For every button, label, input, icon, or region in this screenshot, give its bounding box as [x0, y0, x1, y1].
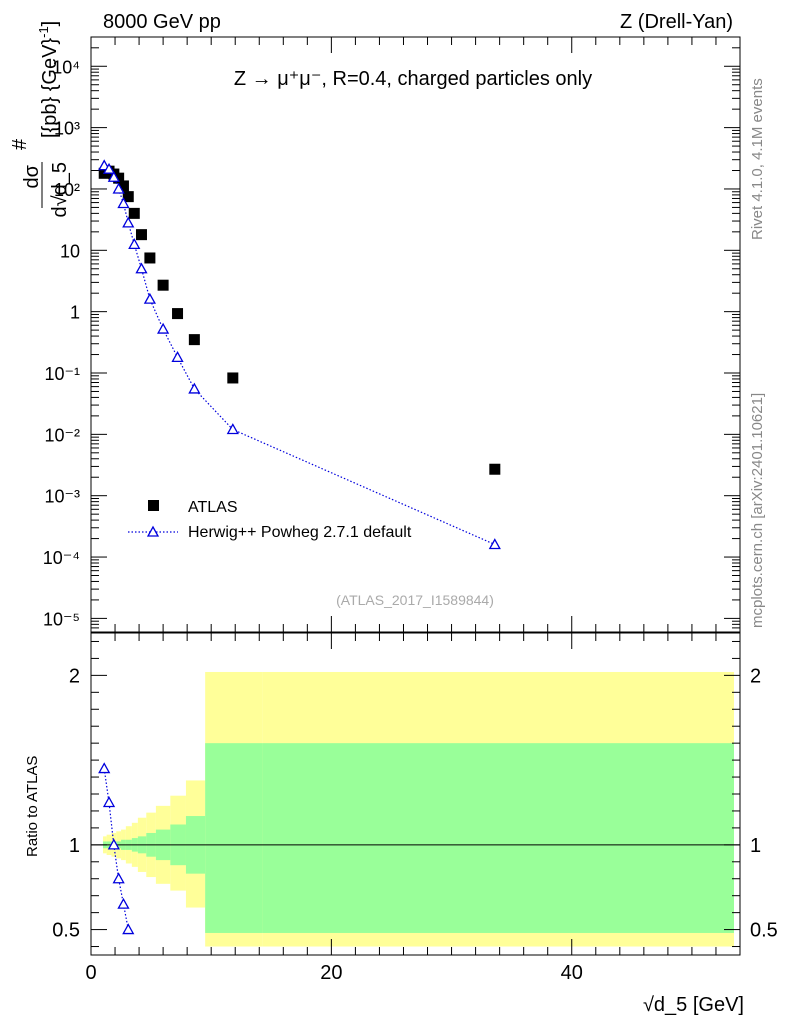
ratio-y-tick-label-right: 0.5 — [750, 920, 778, 942]
rivet-version-label: Rivet 4.1.0, 4.1M events — [749, 78, 766, 240]
legend-herwig-label: Herwig++ Powheg 2.7.1 default — [188, 524, 412, 541]
main-y-tick-label: 10⁴ — [52, 57, 80, 77]
herwig-data-point — [488, 538, 501, 550]
analysis-watermark: (ATLAS_2017_I1589844) — [336, 592, 494, 608]
ylabel-units: [{pb} {GeV}-1] — [36, 21, 61, 138]
stat-uncertainty-band — [262, 743, 734, 933]
ylabel-fraction: dσ — [21, 164, 43, 188]
atlas-data-point — [489, 463, 501, 475]
herwig-data-point — [128, 238, 141, 250]
atlas-data-point — [135, 229, 147, 241]
herwig-data-point — [226, 423, 239, 435]
ratio-y-tick-label: 0.5 — [52, 920, 80, 942]
header-left-label: 8000 GeV pp — [103, 11, 221, 33]
main-y-tick-label: 10⁻⁴ — [43, 548, 80, 568]
main-panel-frame — [90, 36, 741, 633]
ratio-y-tick-label-right: 1 — [750, 835, 761, 857]
ratio-y-tick-label-right: 2 — [750, 665, 761, 687]
herwig-ratio-point — [102, 796, 116, 808]
herwig-data-point — [112, 182, 125, 194]
main-panel-title: Z → μ⁺μ⁻, R=0.4, charged particles only — [234, 68, 592, 90]
herwig-ratio-point — [107, 838, 120, 850]
herwig-data-point — [143, 292, 156, 304]
ratio-y-axis-label: Ratio to ATLAS — [24, 756, 41, 857]
stat-uncertainty-band — [205, 743, 263, 933]
herwig-data-point — [107, 170, 120, 182]
herwig-ratio-point — [117, 897, 130, 909]
herwig-data-point — [188, 382, 201, 394]
atlas-data-point — [188, 334, 200, 346]
main-y-tick-label: 10⁻² — [44, 425, 80, 445]
ratio-y-tick-label: 1 — [69, 835, 80, 857]
main-y-tick-label: 1 — [70, 303, 80, 323]
x-tick-label: 40 — [561, 962, 583, 984]
herwig-data-point — [157, 322, 170, 334]
legend-atlas-marker — [148, 500, 159, 511]
ylabel-denominator: d√d_5 — [49, 162, 71, 217]
atlas-data-point — [117, 180, 129, 192]
herwig-ratio-point — [98, 762, 111, 774]
legend: ATLAS Herwig++ Powheg 2.7.1 default — [128, 499, 412, 541]
source-reference-label: mcplots.cern.ch [arXiv:2401.10621] — [749, 393, 766, 628]
ratio-panel: 0.5 0.51 12 20 20 40 Ratio to ATLAS √d_5 [GeV… — [24, 632, 778, 1016]
atlas-data-point — [122, 191, 134, 203]
herwig-data-point — [122, 216, 135, 228]
atlas-data-point — [113, 172, 125, 184]
herwig-ratio-point — [122, 923, 135, 935]
atlas-data-point — [144, 252, 156, 264]
x-axis-label: √d_5 [GeV] — [643, 994, 744, 1016]
main-y-tick-label: 10⁻³ — [44, 487, 80, 507]
herwig-ratio-point — [112, 872, 125, 884]
herwig-curve — [103, 165, 496, 546]
atlas-data-point — [128, 207, 140, 219]
legend-atlas-label: ATLAS — [188, 499, 238, 516]
ratio-y-tick-label: 2 — [69, 665, 80, 687]
main-y-axis-label: # dσ d√d_5 [{pb} {GeV}-1] — [9, 21, 71, 218]
herwig-data-point — [135, 262, 148, 274]
herwig-data-point — [102, 162, 116, 174]
atlas-data-point — [172, 308, 184, 320]
atlas-data-point — [157, 279, 169, 291]
header-right-label: Z (Drell-Yan) — [620, 11, 733, 33]
main-y-tick-label: 10⁻⁵ — [43, 609, 80, 629]
legend-herwig-marker — [146, 525, 160, 537]
main-y-tick-label: 10 — [60, 241, 80, 261]
atlas-data-point — [227, 372, 239, 384]
main-panel: 10⁻⁵ 10⁻⁴ 10⁻³ 10⁻² 10⁻¹ 1 10 10² 10³ 10⁴ Z → μ⁺μ… — [9, 21, 741, 633]
main-y-tick-label: 10⁻¹ — [44, 364, 80, 384]
svg-text:#: # — [9, 138, 31, 150]
herwig-data-point — [171, 351, 184, 362]
x-tick-label: 0 — [85, 962, 96, 984]
herwig-data-point — [117, 197, 130, 209]
main-y-tick-label: 10³ — [54, 119, 80, 139]
x-tick-label: 20 — [320, 962, 342, 984]
ratio-panel-frame — [90, 632, 741, 956]
main-y-tick-label: 10² — [54, 180, 80, 200]
